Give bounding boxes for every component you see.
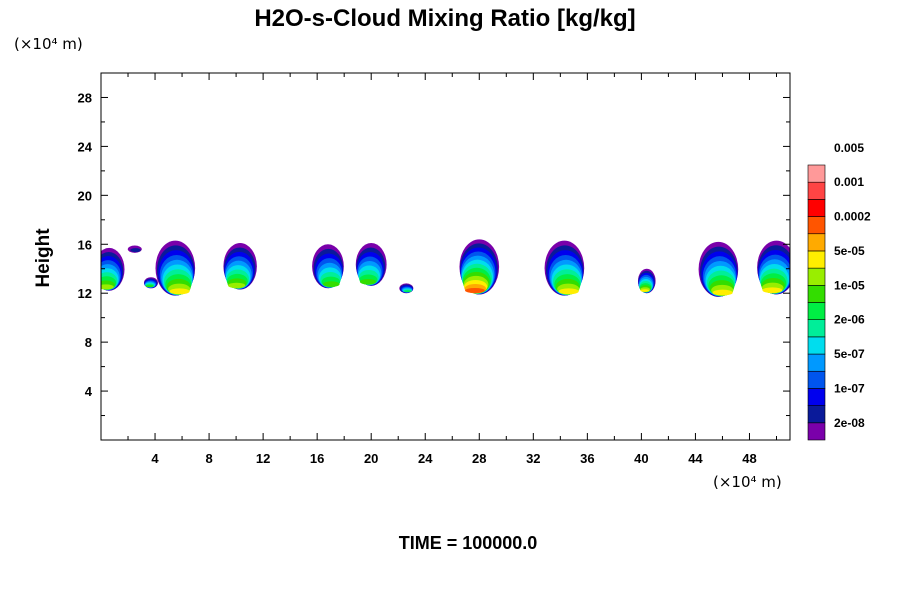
colorbar-label: 2e-08: [834, 416, 865, 430]
colorbar-label: 0.0002: [834, 210, 871, 224]
time-label: TIME = 100000.0: [399, 533, 538, 553]
x-tick-label: 4: [151, 451, 159, 466]
colorbar-swatch: [807, 250, 826, 269]
x-tick-label: 36: [580, 451, 594, 466]
cloud-contour: [227, 282, 246, 289]
cloud-cell: [544, 240, 585, 296]
colorbar-swatch: [807, 302, 826, 320]
colorbar: 2e-08 1e-07 5e-07 2e-06 1e-05 5e-05 0.0002 0.00…: [807, 141, 871, 441]
x-tick-label: 40: [634, 451, 648, 466]
x-tick-label: 12: [256, 451, 270, 466]
colorbar-label: 5e-07: [834, 347, 865, 361]
colorbar-label: 5e-05: [834, 244, 865, 258]
x-tick-label: 16: [310, 451, 324, 466]
x-tick-label: 48: [742, 451, 756, 466]
cloud-contour: [640, 289, 650, 292]
cloud-cell: [698, 241, 739, 297]
cloud-cell: [312, 244, 344, 289]
colorbar-label: 2e-06: [834, 313, 865, 327]
y-axis: 4 8 12 16 20 24 28: [78, 90, 790, 417]
colorbar-swatch: [807, 319, 826, 338]
x-tick-label: 24: [418, 451, 433, 466]
x-tick-label: 20: [364, 451, 378, 466]
y-tick-label: 16: [78, 237, 92, 252]
cloud-cell: [399, 283, 414, 294]
cloud-contour: [558, 288, 579, 295]
colorbar-swatch: [807, 199, 826, 217]
cloud-cell: [355, 243, 387, 286]
y-tick-label: 8: [85, 335, 92, 350]
x-tick-label: 8: [205, 451, 212, 466]
y-tick-label: 28: [78, 90, 92, 105]
cloud-cell: [127, 245, 142, 253]
chart-title: H2O-s-Cloud Mixing Ratio [kg/kg]: [254, 5, 635, 32]
colorbar-swatch: [807, 388, 826, 406]
cloud-contour: [465, 288, 485, 294]
cloud-contour: [145, 285, 154, 288]
plot-frame: [100, 72, 791, 441]
cloud-cell: [155, 240, 196, 296]
y-tick-label: 12: [78, 286, 92, 301]
colorbar-swatch: [807, 336, 826, 355]
colorbar-swatch: [807, 267, 826, 286]
colorbar-label: 1e-05: [834, 278, 865, 292]
colorbar-swatch: [807, 164, 826, 183]
cloud-cell: [101, 247, 125, 291]
colorbar-swatch: [807, 422, 826, 441]
x-tick-label: 28: [472, 451, 486, 466]
cloud-cell: [637, 268, 656, 294]
cloud-contour: [404, 290, 412, 292]
colorbar-swatch: [807, 216, 826, 235]
y-tick-label: 20: [78, 188, 92, 203]
cloud-contour: [359, 278, 377, 285]
cloud-cell: [459, 239, 500, 295]
y-tick-label: 24: [78, 139, 93, 154]
cloud-cell: [757, 240, 790, 295]
y-axis-label: Height: [33, 228, 54, 288]
cloud-contour: [169, 288, 190, 295]
cloud-contour: [130, 248, 141, 253]
cloud-cell: [223, 243, 257, 290]
cloud-contour: [101, 284, 114, 290]
cloud-contour: [712, 289, 733, 296]
colorbar-swatch: [807, 405, 826, 424]
colorbar-swatch: [807, 181, 826, 200]
colorbar-swatch: [807, 285, 826, 303]
x-unit-label: (×10⁴ m): [713, 473, 782, 491]
x-axis: 4 8 12 16 20 24 28 32 36 40 44 48: [127, 73, 777, 466]
cloud-layer: [101, 239, 790, 297]
colorbar-label: 1e-07: [834, 381, 865, 395]
cloud-cell: [143, 277, 158, 289]
x-tick-label: 32: [526, 451, 540, 466]
colorbar-label: 0.005: [834, 141, 864, 155]
colorbar-swatch: [807, 233, 826, 252]
y-tick-label: 4: [85, 384, 93, 399]
colorbar-swatch: [807, 353, 826, 372]
x-tick-label: 44: [688, 451, 703, 466]
colorbar-swatch: [807, 370, 826, 389]
colorbar-label: 0.001: [834, 175, 864, 189]
y-unit-label: (×10⁴ m): [14, 35, 83, 53]
cloud-contour: [323, 281, 340, 288]
cloud-contour: [762, 287, 783, 294]
